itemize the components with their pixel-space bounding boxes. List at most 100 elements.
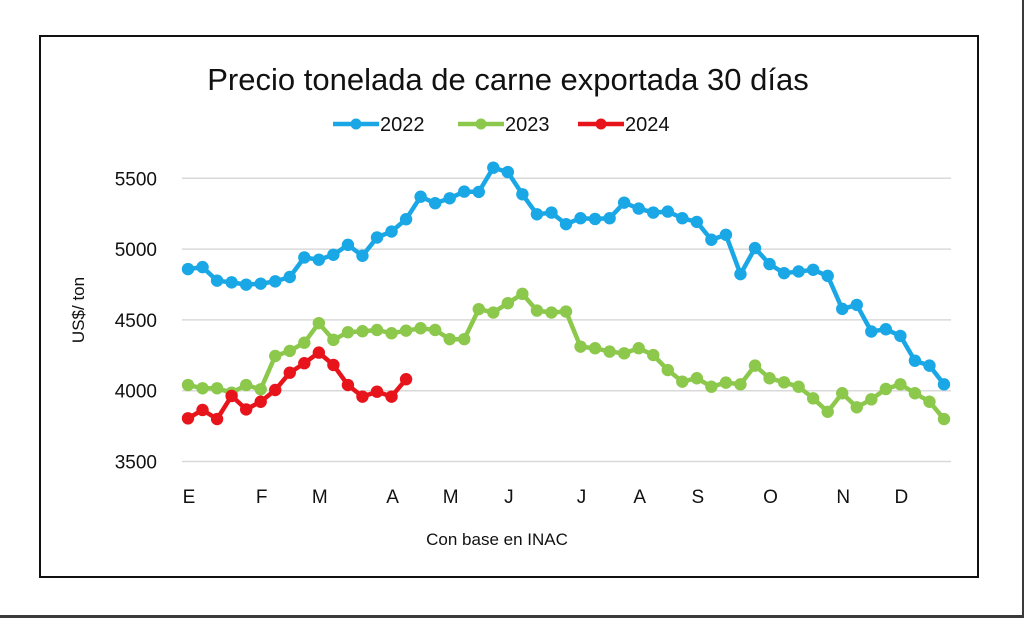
outer-border-bottom <box>0 615 1024 618</box>
data-point-2023 <box>894 378 907 391</box>
data-point-2023 <box>748 359 762 372</box>
data-point-2022 <box>181 262 195 276</box>
data-point-2023 <box>705 380 718 393</box>
data-point-2022 <box>719 228 733 241</box>
data-point-2022 <box>617 196 631 209</box>
data-point-2023 <box>341 326 355 339</box>
x-tick-label: J <box>577 487 587 508</box>
data-point-2022 <box>821 269 834 283</box>
data-point-2024 <box>269 383 282 397</box>
legend-marker-icon <box>350 118 362 130</box>
y-axis-label: US$/ ton <box>69 277 88 343</box>
legend-item-2022: 2022 <box>333 114 425 136</box>
y-tick-label: 5000 <box>115 240 157 261</box>
data-point-2023 <box>632 342 645 355</box>
data-point-2022 <box>283 270 296 284</box>
data-point-2022 <box>458 185 471 198</box>
data-point-2023 <box>254 383 267 396</box>
data-point-2023 <box>908 387 922 400</box>
data-point-2023 <box>472 302 485 316</box>
data-point-2022 <box>210 274 224 287</box>
data-point-2022 <box>879 323 893 336</box>
data-point-2023 <box>777 376 791 389</box>
data-point-2022 <box>414 190 427 203</box>
data-point-2022 <box>850 298 863 312</box>
data-point-2023 <box>298 336 311 349</box>
data-point-2022 <box>239 278 253 291</box>
data-point-2024 <box>356 390 369 403</box>
data-point-2022 <box>196 260 209 274</box>
data-point-2024 <box>181 412 195 425</box>
data-point-2022 <box>545 206 558 219</box>
data-point-2022 <box>385 225 398 238</box>
chart-title: Precio tonelada de carne exportada 30 dí… <box>207 62 808 97</box>
data-point-2023 <box>836 387 849 400</box>
data-point-2023 <box>283 344 296 358</box>
data-point-2022 <box>399 213 413 226</box>
data-point-2022 <box>312 253 326 266</box>
x-tick-label: M <box>443 487 459 508</box>
x-tick-label: E <box>183 487 196 508</box>
data-point-2022 <box>559 217 573 231</box>
data-point-2023 <box>414 322 427 335</box>
data-point-2022 <box>269 275 282 288</box>
data-point-2022 <box>836 302 849 316</box>
legend-item-2023: 2023 <box>458 114 550 136</box>
legend: 2022 2023 2024 <box>333 114 670 136</box>
data-point-2023 <box>574 340 587 353</box>
data-point-2022 <box>777 266 791 280</box>
data-point-2024 <box>298 357 311 370</box>
data-point-2022 <box>487 161 500 174</box>
data-point-2022 <box>370 231 384 244</box>
data-point-2023 <box>516 287 529 301</box>
data-point-2023 <box>603 345 616 358</box>
data-point-2024 <box>210 412 224 426</box>
data-point-2022 <box>734 267 747 281</box>
data-point-2023 <box>458 332 471 346</box>
data-point-2023 <box>690 372 704 385</box>
series-group <box>181 161 951 426</box>
data-point-2023 <box>879 382 893 396</box>
data-point-2022 <box>865 325 878 338</box>
data-point-2024 <box>254 395 267 408</box>
data-point-2022 <box>661 205 674 218</box>
data-point-2023 <box>428 323 442 337</box>
data-point-2023 <box>763 372 776 385</box>
data-point-2022 <box>748 241 762 255</box>
data-point-2023 <box>617 347 631 360</box>
data-point-2022 <box>705 233 718 246</box>
data-point-2023 <box>487 306 500 319</box>
outer-border-right <box>1022 0 1024 618</box>
legend-item-2024: 2024 <box>578 114 670 136</box>
x-tick-label: A <box>633 487 646 508</box>
data-point-2022 <box>908 354 922 367</box>
series-2022 <box>181 161 951 391</box>
legend-label: 2023 <box>505 114 550 136</box>
legend-marker-icon <box>475 118 487 130</box>
data-point-2023 <box>530 304 544 317</box>
x-tick-label: S <box>692 487 705 508</box>
data-point-2023 <box>821 405 834 418</box>
data-point-2022 <box>254 277 267 290</box>
data-point-2024 <box>225 389 238 403</box>
data-point-2022 <box>690 215 704 229</box>
data-point-2023 <box>865 393 878 406</box>
data-point-2022 <box>676 212 689 225</box>
data-point-2023 <box>443 332 456 346</box>
data-point-2023 <box>937 412 951 426</box>
data-point-2022 <box>443 192 456 205</box>
data-point-2022 <box>588 212 602 226</box>
x-tick-label: O <box>763 487 778 508</box>
legend-label: 2024 <box>625 114 670 136</box>
data-point-2022 <box>356 249 369 262</box>
series-2023 <box>181 287 951 426</box>
data-point-2022 <box>428 197 442 210</box>
data-point-2023 <box>923 395 936 408</box>
series-line-2024 <box>185 350 409 422</box>
data-point-2023 <box>196 382 209 395</box>
data-point-2022 <box>225 276 238 289</box>
data-point-2022 <box>603 212 616 225</box>
y-axis-ticks: 3500 4000 4500 5000 5500 <box>115 169 157 473</box>
data-point-2022 <box>472 185 485 199</box>
